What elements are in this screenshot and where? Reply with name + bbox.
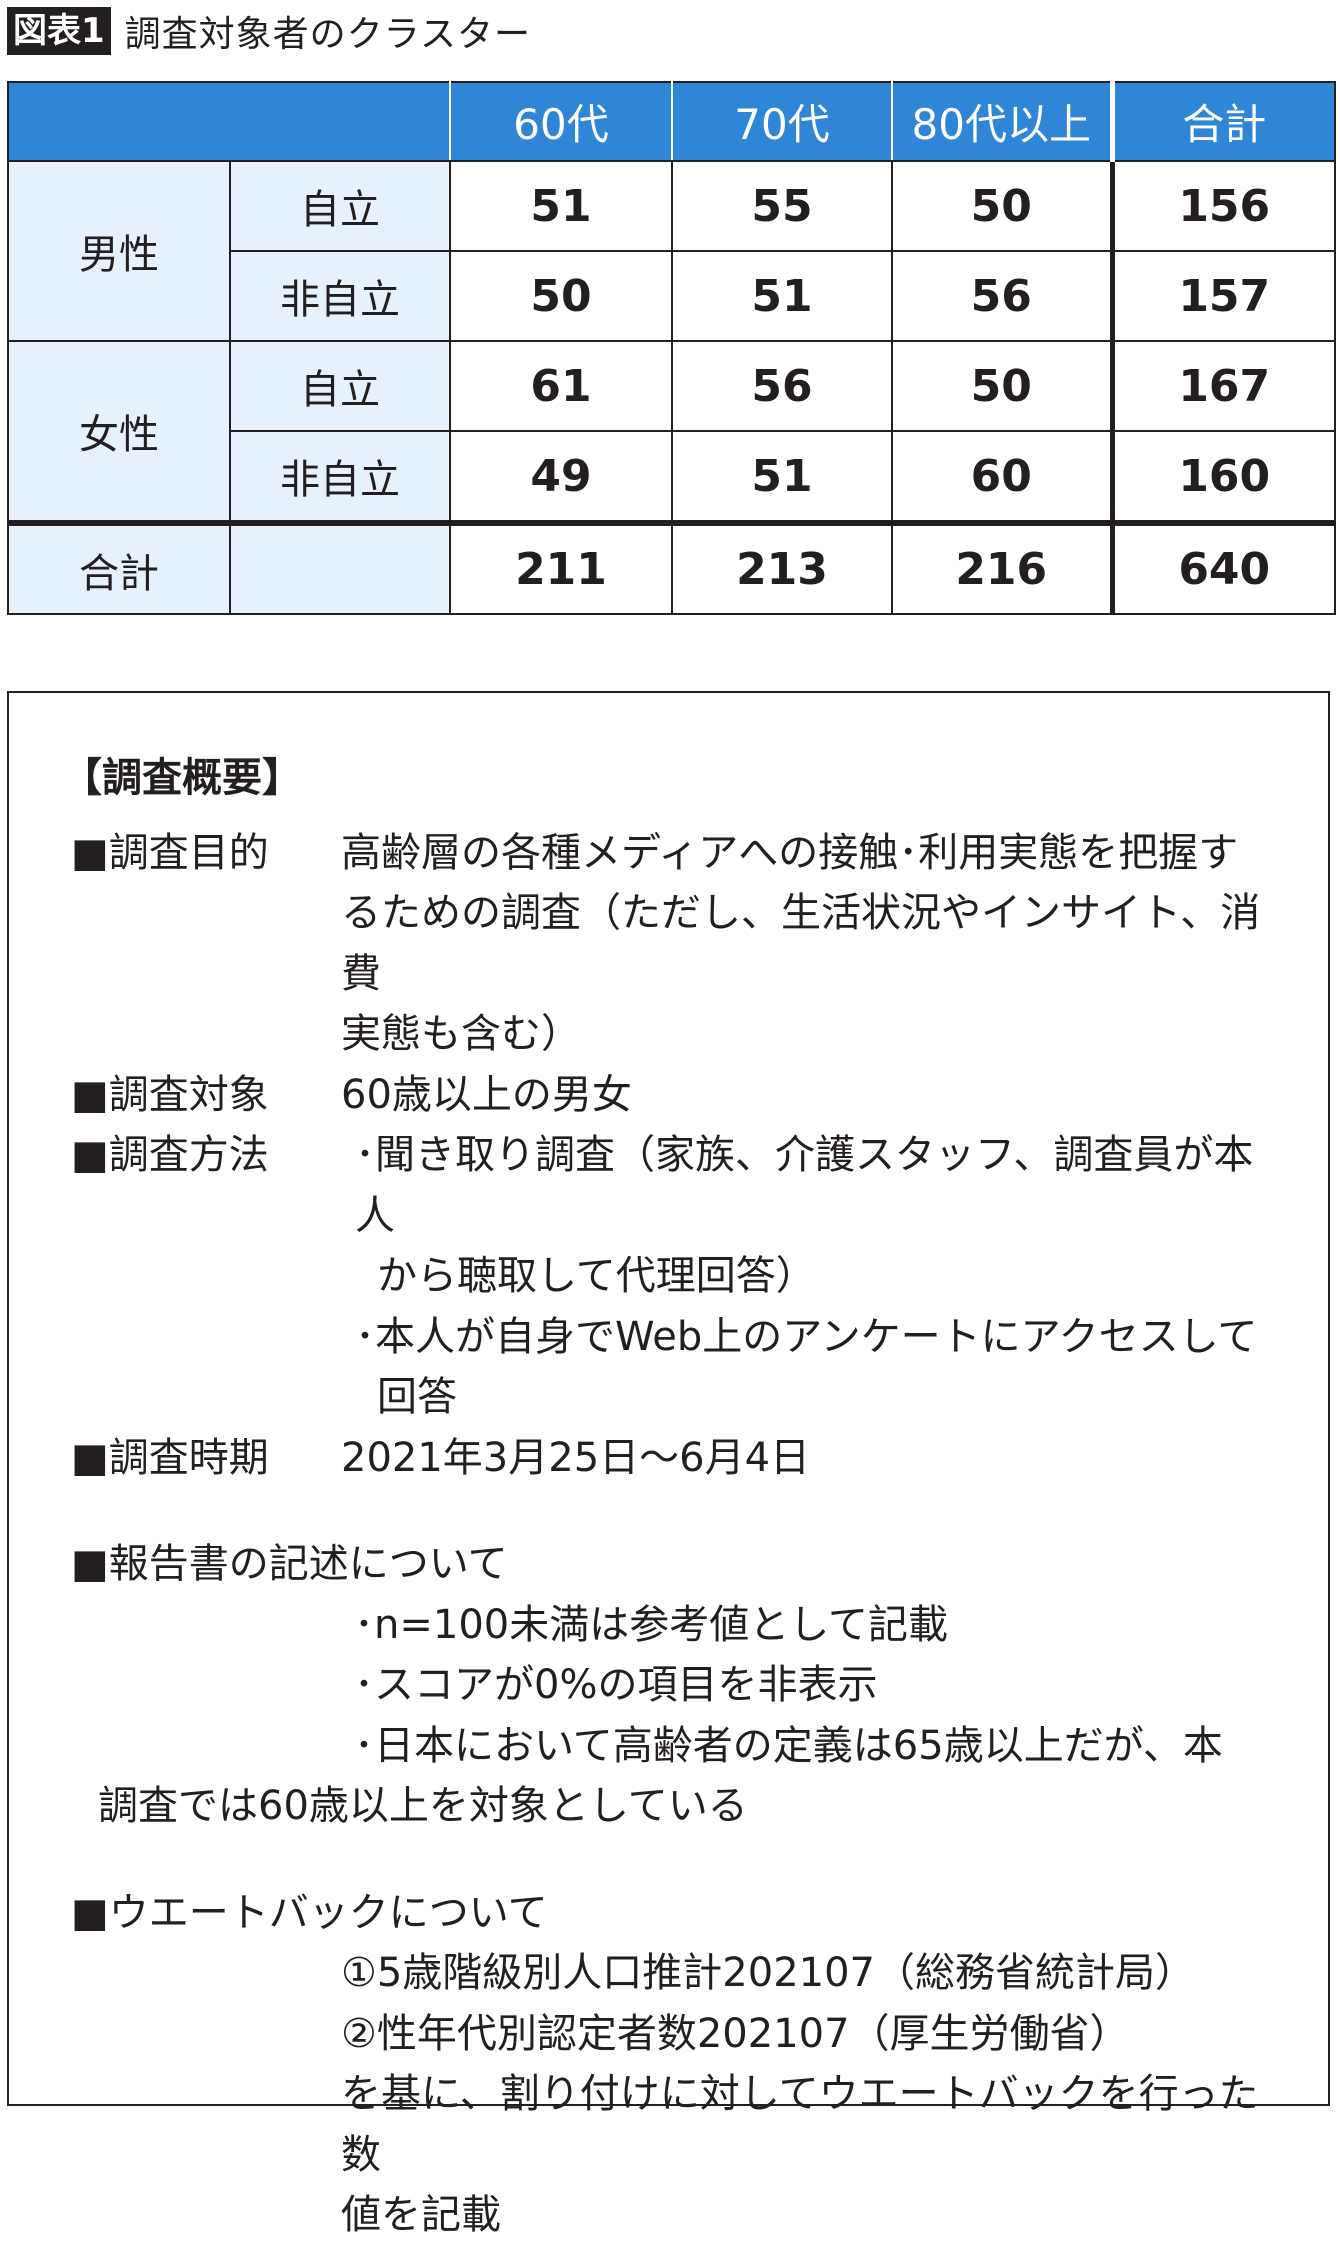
row-total: 156 [1109, 160, 1336, 252]
method-item: ■調査方法 ･聞き取り調査（家族、介護スタッフ、調査員が本人 から聴取して代理回… [62, 1125, 1292, 1428]
method-line: ･聞き取り調査（家族、介護スタッフ、調査員が本人 [355, 1132, 1254, 1239]
row-label: 自立 [229, 160, 451, 252]
target-item: ■調査対象 60歳以上の男女 [62, 1065, 1292, 1126]
method-line: 回答 [377, 1374, 457, 1420]
report-line: 調査では60歳以上を対象としている [98, 1783, 748, 1829]
row-label: 自立 [229, 340, 451, 432]
header-total: 合計 [1109, 81, 1336, 162]
header-blank [7, 81, 451, 162]
table-row: 非自立 49 51 60 160 [8, 430, 1336, 524]
table-row: 女性 自立 61 56 50 167 [7, 340, 1336, 524]
overview-heading: 【調査概要】 [62, 755, 302, 801]
cell: 56 [671, 340, 893, 432]
total-sublabel [229, 520, 451, 615]
total-label: 合計 [7, 520, 231, 615]
group-label-female: 女性 [7, 340, 231, 524]
cell: 49 [449, 430, 673, 524]
table-row: 男性 自立 51 55 50 156 [7, 160, 1336, 342]
report-line: ･n=100未満は参考値として記載 [354, 1601, 949, 1648]
weightback-line: ①5歳階級別人口推計202107（総務省統計局） [341, 1950, 1196, 1996]
cell: 55 [671, 160, 893, 252]
header-80s-plus: 80代以上 [891, 81, 1113, 162]
purpose-line: るための調査（ただし、生活状況やインサイト、消費 [341, 890, 1261, 997]
cell: 61 [449, 340, 673, 432]
figure-title: 調査対象者のクラスター [124, 14, 531, 55]
target-label: ■調査対象 [71, 1071, 269, 1118]
survey-overview-box: 【調査概要】 ■調査目的 高齢層の各種メディアへの接触･利用実態を把握す るため… [7, 691, 1330, 2238]
cell: 56 [891, 250, 1113, 342]
cell: 51 [449, 160, 673, 252]
table-row: 非自立 50 51 56 157 [8, 250, 1336, 342]
weightback-line: を基に、割り付けに対してウエートバックを行った数 [341, 2071, 1259, 2178]
period-item: ■調査時期 2021年3月25日～6月4日 [62, 1428, 1292, 1489]
cluster-table: 60代 70代 80代以上 合計 男性 自立 51 55 50 156 非自立 … [7, 81, 1336, 615]
method-label: ■調査方法 [71, 1132, 269, 1178]
cell: 60 [891, 430, 1113, 524]
method-line: から聴取して代理回答） [377, 1253, 816, 1299]
cell: 216 [891, 520, 1113, 615]
report-section: ■報告書の記述について ･n=100未満は参考値として記載 ･スコアが0%の項目… [62, 1534, 1292, 1837]
cell: 50 [449, 250, 673, 342]
purpose-line: 高齢層の各種メディアへの接触･利用実態を把握す [341, 829, 1239, 876]
figure-badge: 図表1 [7, 7, 111, 55]
purpose-line: 実態も含む） [341, 1011, 581, 1057]
figure-title-row: 図表1 調査対象者のクラスター [7, 6, 531, 56]
cell: 211 [449, 520, 673, 615]
period-line: 2021年3月25日～6月4日 [341, 1434, 811, 1481]
report-label: ■報告書の記述について [71, 1541, 508, 1587]
row-label: 非自立 [229, 250, 451, 342]
row-total: 160 [1109, 430, 1336, 524]
cell: 50 [891, 160, 1113, 252]
purpose-item: ■調査目的 高齢層の各種メディアへの接触･利用実態を把握す るための調査（ただし… [62, 823, 1292, 1065]
cell: 51 [671, 430, 893, 524]
weightback-line: ②性年代別認定者数202107（厚生労働省） [341, 2010, 1130, 2057]
header-60s: 60代 [449, 81, 673, 162]
row-total: 167 [1109, 340, 1336, 432]
report-line: ･スコアが0%の項目を非表示 [354, 1662, 878, 1708]
method-line: ･本人が自身でWeb上のアンケートにアクセスして [355, 1313, 1258, 1360]
cell: 50 [891, 340, 1113, 432]
cell: 213 [671, 520, 893, 615]
weightback-line: 値を記載 [341, 2192, 501, 2238]
table-header-row: 60代 70代 80代以上 合計 [7, 81, 1336, 162]
target-line: 60歳以上の男女 [341, 1071, 632, 1118]
group-label-male: 男性 [7, 160, 231, 342]
report-line: ･日本において高齢者の定義は65歳以上だが、本 [354, 1722, 1223, 1769]
total-row: 合計 211 213 216 640 [7, 520, 1336, 615]
header-70s: 70代 [671, 81, 893, 162]
weightback-section: ■ウエートバックについて ①5歳階級別人口推計202107（総務省統計局） ②性… [62, 1883, 1292, 2246]
row-total: 157 [1109, 250, 1336, 342]
purpose-label: ■調査目的 [71, 829, 269, 876]
period-label: ■調査時期 [71, 1434, 269, 1481]
cell: 51 [671, 250, 893, 342]
weightback-label: ■ウエートバックについて [71, 1889, 548, 1936]
row-label: 非自立 [229, 430, 451, 524]
grand-total: 640 [1109, 520, 1336, 615]
